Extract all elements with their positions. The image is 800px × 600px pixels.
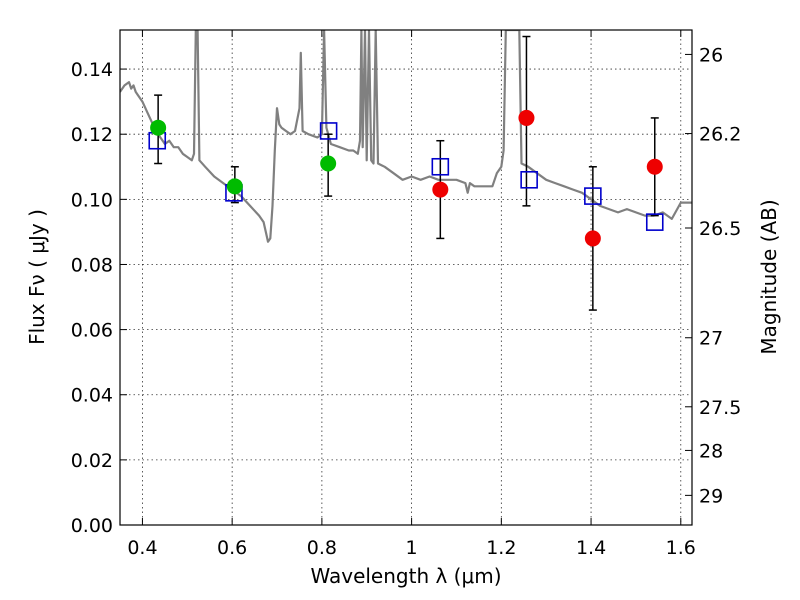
x-tick-label: 0.4 [127, 537, 157, 559]
x-tick-label: 1 [406, 537, 418, 559]
y-tick-label: 0.10 [71, 189, 113, 211]
errorbars [154, 35, 659, 311]
y2-tick-label: 26.2 [699, 124, 741, 146]
observed-points [150, 109, 663, 247]
y-tick-labels: 0.00 0.02 0.04 0.06 0.08 0.10 0.12 0.14 [71, 59, 113, 537]
plot-frame [119, 29, 693, 526]
y-tick-label: 0.00 [71, 515, 113, 537]
y2-tick-label: 27.5 [699, 397, 741, 419]
model-square [584, 187, 602, 205]
red-point [646, 158, 663, 175]
grid [120, 30, 692, 526]
y2-tick-labels: 26 26.2 26.5 27 27.5 28 29 [699, 44, 741, 507]
y-tick-label: 0.12 [71, 124, 113, 146]
x-tick-label: 1.6 [666, 537, 696, 559]
ticks [120, 30, 692, 526]
x-tick-label: 0.6 [217, 537, 247, 559]
y-axis-label: Flux Fν ( μJy ) [25, 209, 49, 345]
model-square [520, 171, 538, 189]
model-square [319, 122, 338, 140]
y2-tick-label: 28 [699, 440, 723, 462]
y2-tick-label: 26 [699, 44, 723, 66]
x-tick-label: 1.4 [576, 537, 606, 559]
y2-axis-label: Magnitude (AB) [757, 199, 781, 354]
green-point [226, 178, 243, 195]
model-square [645, 213, 664, 231]
red-point [432, 181, 449, 198]
x-tick-label: 1.2 [486, 537, 516, 559]
x-tick-label: 0.8 [307, 537, 337, 559]
model-square [431, 157, 450, 176]
green-point [320, 155, 337, 172]
y-tick-label: 0.02 [71, 450, 113, 472]
x-axis-label: Wavelength λ (μm) [310, 564, 501, 588]
green-point [150, 119, 167, 136]
red-point [518, 109, 535, 126]
y2-tick-label: 27 [699, 328, 723, 350]
y-tick-label: 0.08 [71, 254, 113, 276]
y2-tick-label: 29 [699, 485, 723, 507]
y-tick-label: 0.14 [71, 59, 113, 81]
y2-tick-label: 26.5 [699, 218, 741, 240]
red-point [584, 230, 601, 247]
x-tick-labels: 0.4 0.6 0.8 1 1.2 1.4 1.6 [127, 537, 696, 559]
y-tick-label: 0.04 [71, 385, 113, 407]
plot-background [120, 30, 692, 525]
y-tick-label: 0.06 [71, 320, 113, 342]
